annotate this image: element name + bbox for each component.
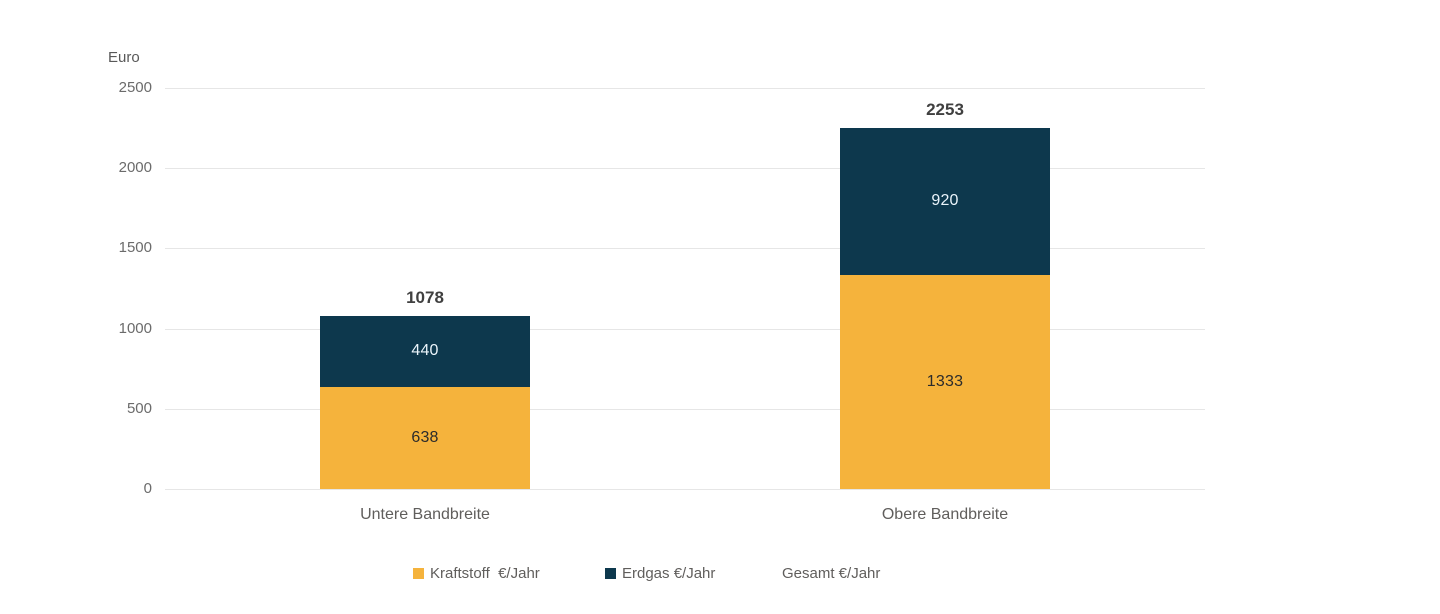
gridline [165, 328, 1205, 330]
bar-segment-kraftstoff[interactable]: 1333 [840, 275, 1050, 489]
segment-value-label: 1333 [926, 373, 964, 391]
y-axis-tick-label: 0 [143, 480, 152, 497]
gridline [165, 489, 1205, 490]
gridline [165, 408, 1205, 410]
legend-item-kraftstoff[interactable]: Kraftstoff €/Jahr [413, 563, 540, 583]
gridline [165, 168, 1205, 170]
segment-value-label: 638 [411, 428, 439, 446]
legend-label: Kraftstoff €/Jahr [430, 564, 540, 582]
x-axis-category-label: Untere Bandbreite [360, 506, 490, 523]
segment-value-label: 920 [931, 192, 959, 210]
y-axis-tick-label: 2000 [118, 159, 152, 177]
x-axis-category-label: Obere Bandbreite [881, 506, 1009, 523]
legend-item-erdgas[interactable]: Erdgas €/Jahr [605, 563, 715, 583]
total-value-label: 1078 [406, 288, 444, 308]
legend-swatch-icon [765, 568, 776, 579]
bar-segment-erdgas[interactable]: 920 [840, 127, 1050, 276]
legend: Kraftstoff €/Jahr Erdgas €/Jahr Gesamt €/J… [0, 563, 1440, 585]
y-axis-tick-label: 1500 [118, 239, 152, 257]
y-axis-tick-label: 1000 [118, 319, 152, 337]
y-axis-title: Euro [108, 49, 140, 66]
legend-swatch-icon [605, 567, 616, 579]
legend-item-gesamt[interactable]: Gesamt €/Jahr [765, 563, 880, 583]
y-axis-tick-label: 2500 [118, 79, 152, 96]
total-value-label: 2253 [926, 99, 964, 119]
legend-swatch-icon [413, 567, 424, 579]
bar-segment-erdgas[interactable]: 440 [320, 316, 530, 387]
y-axis-tick-label: 500 [126, 399, 152, 417]
legend-label: Gesamt €/Jahr [782, 564, 881, 582]
legend-label: Erdgas €/Jahr [622, 564, 716, 582]
segment-value-label: 440 [411, 342, 439, 360]
bar-segment-kraftstoff[interactable]: 638 [320, 386, 530, 489]
gridline [165, 248, 1205, 250]
gridline [165, 88, 1205, 89]
